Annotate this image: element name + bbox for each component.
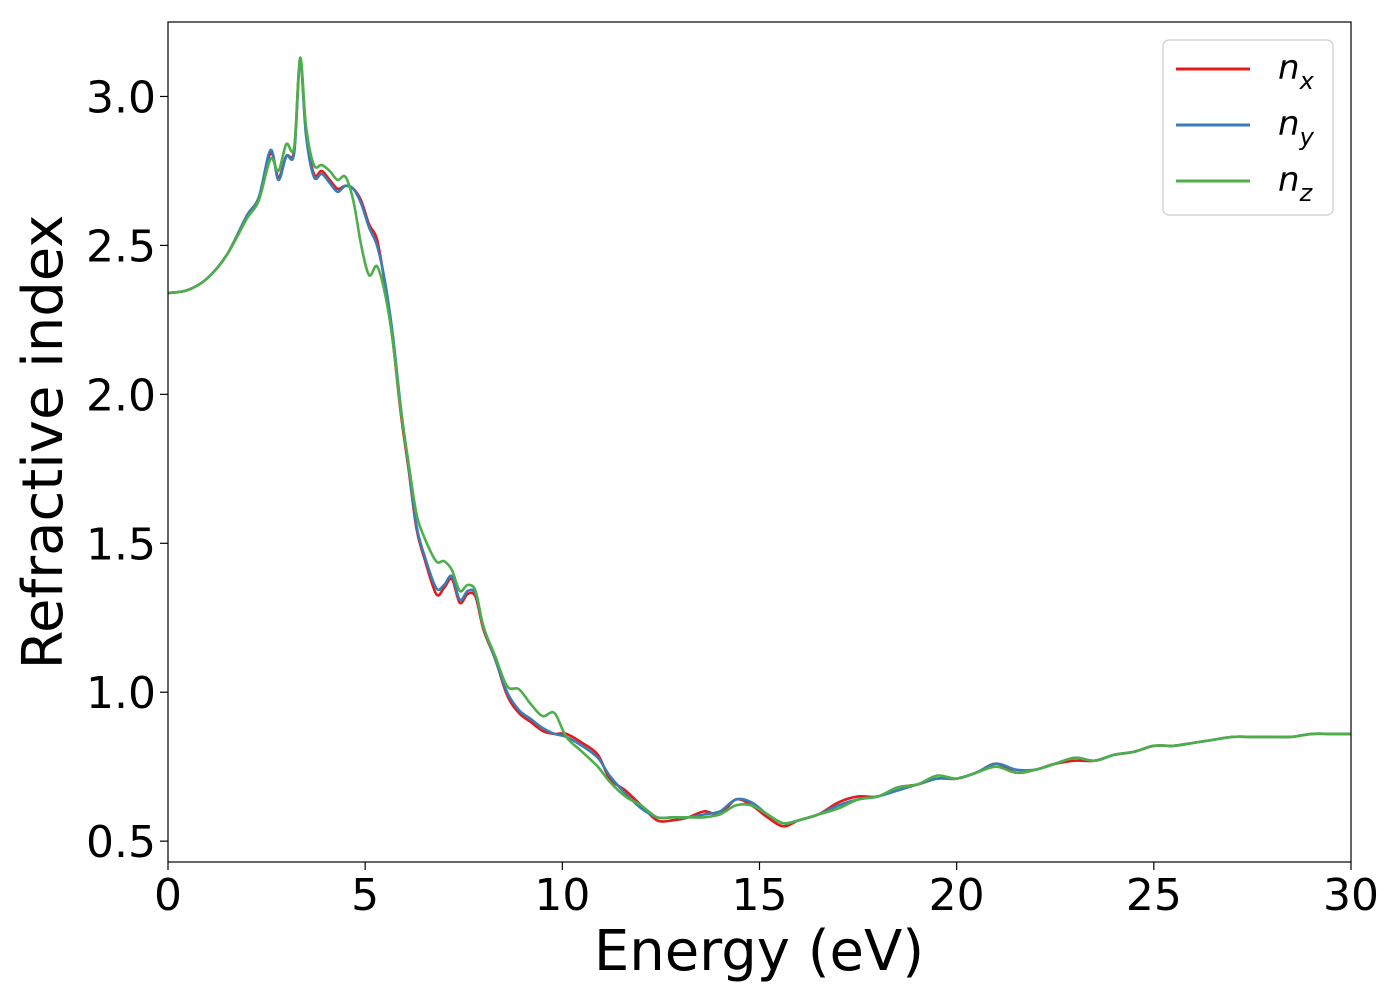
legend: nx ny nz (1162, 39, 1334, 216)
series-line-z (167, 56, 1351, 825)
x-tick-label: 25 (1126, 870, 1182, 921)
y-tick-label: 1.5 (86, 519, 156, 570)
legend-box (1162, 39, 1334, 216)
y-axis-ticks: 0.5 1.0 1.5 2.0 2.5 3.0 (86, 72, 168, 868)
x-tick-label: 0 (154, 870, 182, 921)
x-tick-label: 20 (929, 870, 985, 921)
series-layer (167, 56, 1351, 828)
legend-label-x: nx (1278, 48, 1315, 95)
x-tick-label: 30 (1323, 870, 1379, 921)
series-line-x (167, 59, 1351, 828)
y-tick-label: 0.5 (86, 817, 156, 868)
plot-background (168, 22, 1351, 862)
y-tick-label: 1.0 (86, 668, 156, 719)
x-axis-title: Energy (eV) (594, 919, 924, 984)
y-tick-label: 3.0 (86, 72, 156, 123)
x-tick-label: 10 (534, 870, 590, 921)
legend-label-y: ny (1278, 104, 1315, 151)
legend-label-z: nz (1278, 160, 1314, 207)
x-axis-ticks: 0 5 10 15 20 25 30 (154, 862, 1379, 921)
y-axis-title: Refractive index (11, 215, 76, 670)
y-tick-label: 2.5 (86, 221, 156, 272)
x-tick-label: 5 (351, 870, 379, 921)
y-tick-label: 2.0 (86, 370, 156, 421)
x-tick-label: 15 (732, 870, 788, 921)
